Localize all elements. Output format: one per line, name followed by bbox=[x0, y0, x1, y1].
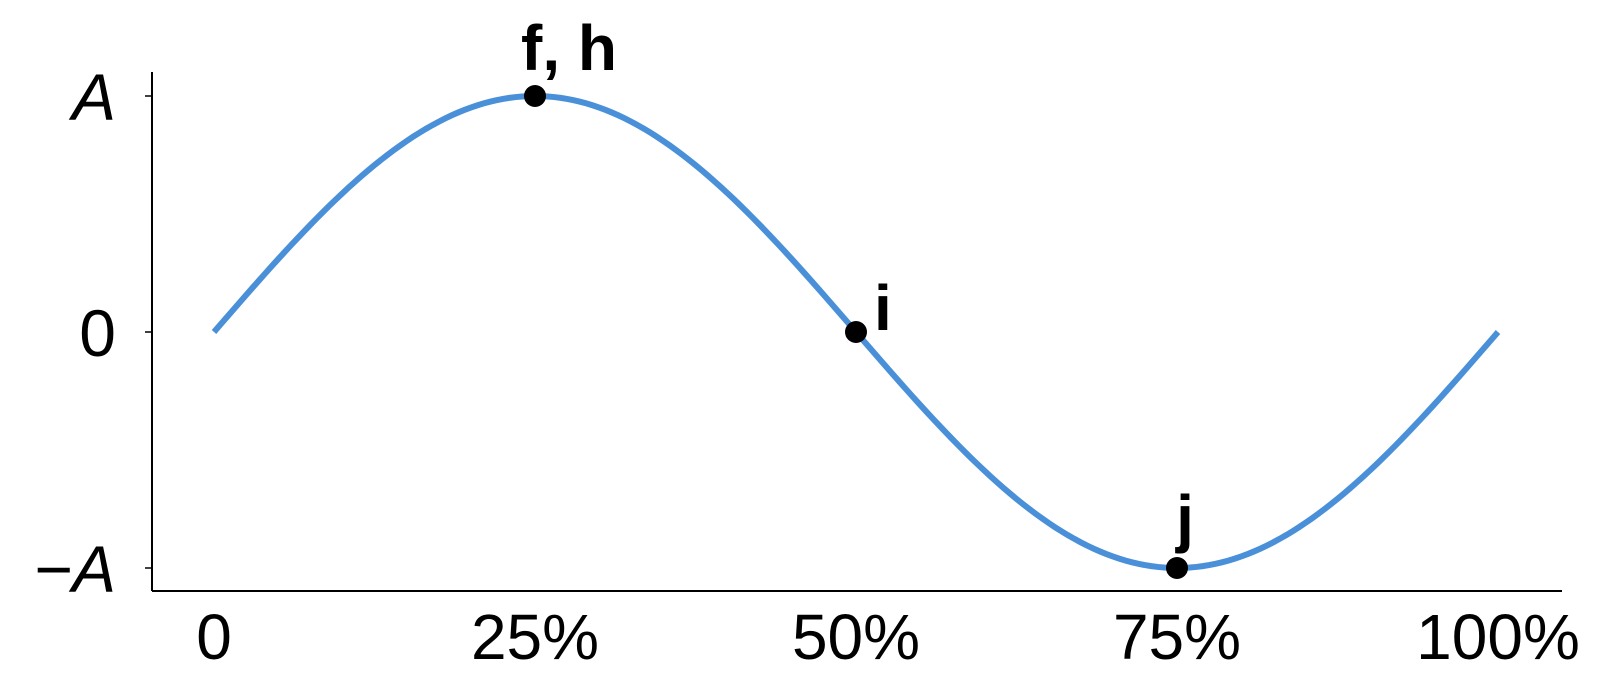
point-label: j bbox=[1175, 482, 1194, 554]
point-label: i bbox=[874, 272, 892, 344]
x-tick-label: 75% bbox=[1113, 601, 1241, 673]
data-point bbox=[524, 85, 546, 107]
data-point bbox=[1166, 557, 1188, 579]
point-label: f, h bbox=[521, 12, 617, 84]
x-tick-label: 50% bbox=[792, 601, 920, 673]
y-tick-label: −A bbox=[33, 532, 116, 606]
x-tick-label: 0 bbox=[196, 601, 232, 673]
data-point bbox=[845, 321, 867, 343]
x-axis-ticks: 0 25% 50% 75% 100% bbox=[196, 601, 1580, 673]
y-tick-label: 0 bbox=[79, 296, 116, 370]
x-tick-label: 25% bbox=[471, 601, 599, 673]
x-tick-label: 100% bbox=[1416, 601, 1580, 673]
y-axis-ticks: A 0 −A bbox=[33, 60, 152, 606]
marked-points: f, h i j bbox=[521, 12, 1194, 579]
y-tick-label: A bbox=[68, 60, 116, 134]
